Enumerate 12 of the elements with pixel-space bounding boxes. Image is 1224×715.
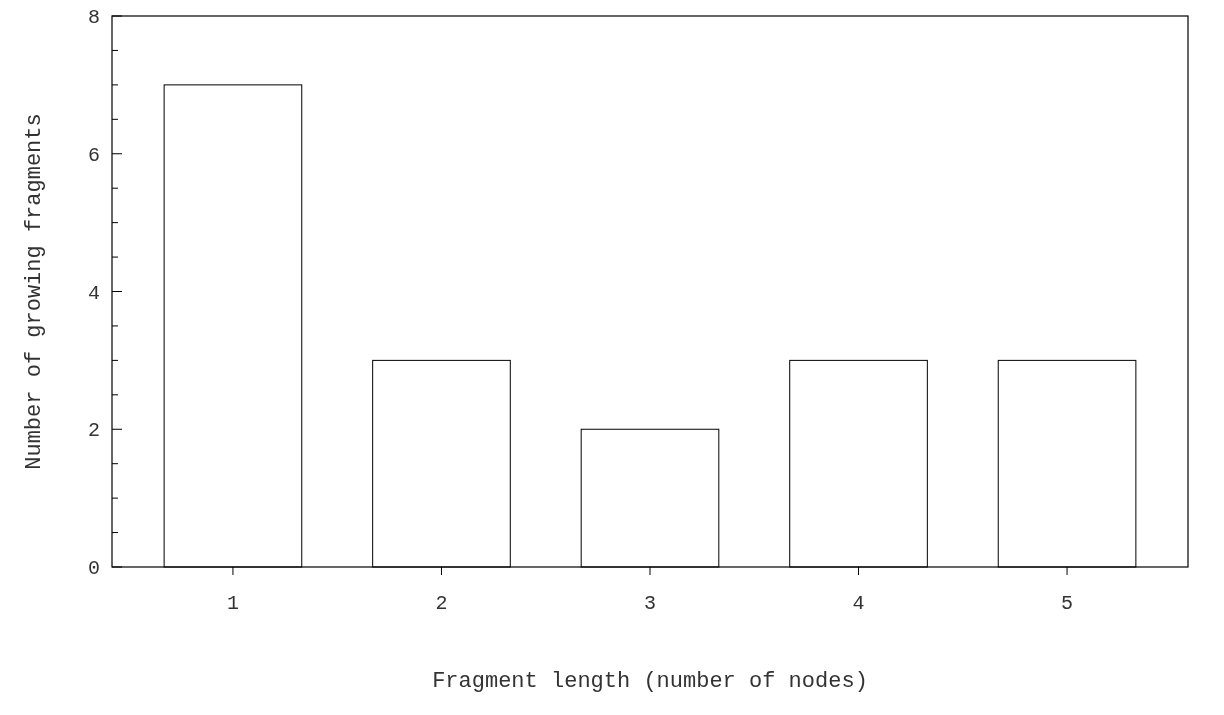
x-tick-label: 2: [435, 592, 448, 615]
y-tick-label: 0: [87, 557, 100, 580]
y-tick-label: 6: [87, 143, 100, 167]
y-tick-label: 2: [87, 419, 100, 443]
x-tick-label: 3: [643, 592, 657, 615]
x-tick-label: 5: [1061, 592, 1074, 615]
x-axis-title: Fragment length (number of nodes): [432, 669, 868, 694]
x-tick-label: 4: [852, 592, 865, 615]
y-tick-label: 4: [87, 281, 100, 305]
y-axis-title: Number of growing fragments: [22, 113, 47, 470]
x-tick-label: 1: [226, 592, 239, 615]
y-tick-label: 8: [87, 6, 100, 29]
